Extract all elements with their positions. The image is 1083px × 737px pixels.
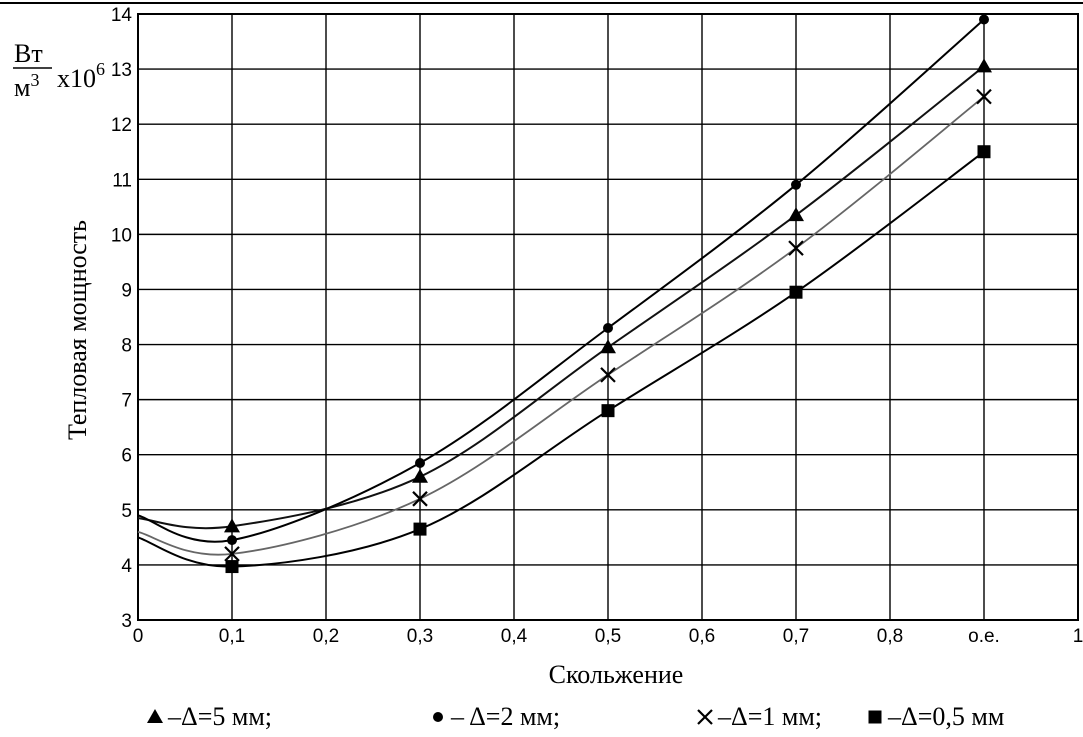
x-tick-labels: 0 0,1 0,2 0,3 0,4 0,5 0,6 0,7 0,8 о.е. 1 [133,626,1083,647]
data-point-triangle [600,339,616,354]
y-axis-title: Тепловая мощность [63,220,92,440]
series-line [137,150,985,568]
x-tick-label: 0,3 [407,626,433,647]
legend-marker-cross [697,709,713,725]
series-0 [137,58,992,533]
plot-frame [137,13,1079,621]
y-tick-label: 5 [121,501,132,522]
x-tick-label: 0,2 [313,626,339,647]
x-axis-title: Скольжение [549,660,684,689]
series-layer [137,14,992,574]
data-point-circle [979,14,989,25]
y-tick-label: 9 [121,280,132,301]
y-unit-label: Вт м3 x106 [13,39,105,102]
y-tick-label: 7 [121,391,132,412]
y-tick-label: 11 [112,170,132,191]
series-2 [137,88,992,562]
legend-item: –Δ=0,5 мм [868,702,1004,731]
x-tick-label: 0,8 [877,626,903,647]
series-line [137,18,985,543]
y-tick-label: 6 [121,446,132,467]
data-point-square [225,560,239,574]
legend-label: – Δ=2 мм; [450,702,560,731]
data-point-circle [791,179,801,190]
data-point-cross [412,491,428,507]
x-tick-label: 0,1 [219,626,245,647]
legend-marker-square [868,710,882,724]
data-point-cross [788,240,804,256]
legend-label: –Δ=5 мм; [167,702,272,731]
x-tick-label: 0,7 [783,626,809,647]
data-point-circle [227,535,237,546]
data-point-square [601,404,615,418]
data-point-circle [603,323,613,334]
y-unit-denominator: м3 [14,70,39,102]
x-tick-label: о.е. [968,626,1000,647]
data-point-cross [224,546,240,562]
y-unit-numerator: Вт [14,39,43,68]
legend-item: –Δ=1 мм; [697,702,822,731]
data-point-circle [415,457,425,468]
y-tick-label: 3 [121,611,132,632]
x-tick-label: 0,5 [595,626,621,647]
y-tick-label: 8 [121,336,132,357]
legend-label: –Δ=1 мм; [717,702,822,731]
y-tick-label: 12 [111,115,132,136]
legend: –Δ=5 мм; – Δ=2 мм; –Δ=1 мм; –Δ=0,5 мм [147,702,1004,731]
data-point-cross [600,367,616,383]
data-point-triangle [976,58,992,73]
data-point-square [789,285,803,299]
x-tick-label: 0 [133,626,144,647]
x-tick-label: 0,4 [501,626,528,647]
data-point-square [413,522,427,536]
y-tick-label: 10 [111,225,132,246]
series-line [137,95,985,556]
series-1 [137,14,989,546]
data-point-cross [976,88,992,105]
y-unit-multiplier: x106 [57,59,105,93]
legend-marker-circle [433,712,443,722]
y-tick-label: 14 [111,5,133,26]
series-line [137,65,985,530]
legend-item: –Δ=5 мм; [147,702,272,731]
y-tick-label: 4 [121,556,132,577]
x-tick-label: 0,6 [689,626,715,647]
legend-marker-triangle [147,709,163,723]
legend-label: –Δ=0,5 мм [887,702,1004,731]
x-tick-label: 1 [1073,626,1083,647]
data-point-square [977,145,991,159]
legend-item: – Δ=2 мм; [433,702,560,731]
data-point-triangle [224,518,240,533]
data-point-triangle [412,468,428,483]
data-point-triangle [788,207,804,222]
y-tick-labels: 3 4 5 6 7 8 9 10 11 12 13 14 [111,5,133,632]
y-tick-label: 13 [111,60,132,81]
series-3 [137,145,991,574]
